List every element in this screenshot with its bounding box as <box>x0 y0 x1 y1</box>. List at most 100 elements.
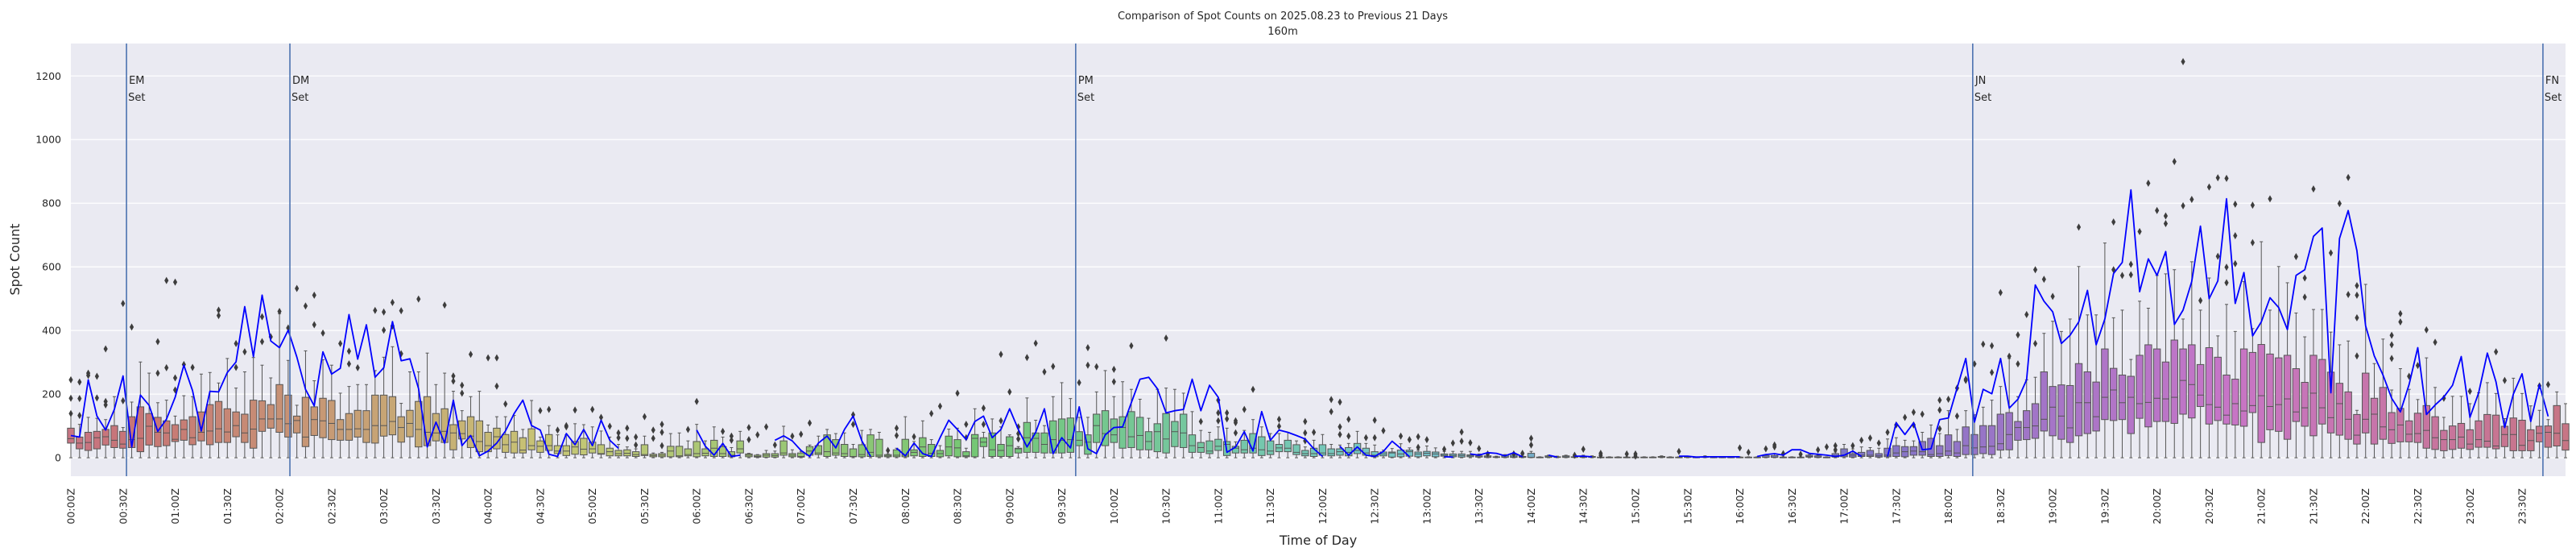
event-label: Set <box>1077 92 1094 104</box>
outlier-point <box>964 421 969 429</box>
box-body <box>1127 411 1135 448</box>
outlier-point <box>1164 334 1168 342</box>
box-body <box>693 441 701 458</box>
outlier-point <box>1372 417 1377 425</box>
outlier-point <box>129 323 134 331</box>
outlier-point <box>1111 365 1116 373</box>
outlier-point <box>451 372 456 380</box>
box-body <box>527 428 535 450</box>
outlier-point <box>1051 363 1056 371</box>
box <box>2074 266 2083 458</box>
x-tick-label: 18:30Z <box>1995 488 2007 525</box>
box <box>1432 447 1440 458</box>
box-body <box>970 433 979 458</box>
y-axis-ticks: 0 200 400 600 800 1000 1200 <box>35 70 61 464</box>
box <box>684 440 693 458</box>
box <box>84 417 93 458</box>
box-body <box>2092 381 2100 432</box>
box-body <box>2049 386 2057 437</box>
box <box>2188 261 2196 458</box>
box-body <box>701 448 709 457</box>
box <box>2283 282 2292 458</box>
box <box>623 446 631 458</box>
box-body <box>267 404 275 429</box>
current-day-line-segment <box>1887 189 2549 457</box>
outlier-point <box>355 363 360 371</box>
outlier-point <box>1276 415 1282 423</box>
box <box>2353 409 2361 458</box>
box <box>2049 321 2057 458</box>
box <box>2196 309 2205 458</box>
box <box>258 364 267 458</box>
box <box>1987 400 1996 458</box>
box-body <box>1979 425 1987 454</box>
box <box>1093 391 1101 458</box>
outlier-point <box>2076 223 2082 231</box>
event-label: DM <box>292 75 309 87</box>
box <box>2309 309 2318 458</box>
box-body <box>1388 451 1396 458</box>
box <box>2144 308 2152 458</box>
current-day-line-segment <box>696 429 741 458</box>
outlier-point <box>894 424 899 432</box>
x-tick-label: 16:00Z <box>1734 488 1746 525</box>
outlier-point <box>2355 291 2359 299</box>
box-body <box>206 404 214 446</box>
box <box>180 395 188 458</box>
box <box>519 429 527 458</box>
box <box>2448 396 2457 458</box>
box-body <box>2161 361 2170 422</box>
box-body <box>2309 355 2318 437</box>
box <box>588 426 597 458</box>
box-body <box>397 416 405 443</box>
outlier-point <box>1338 430 1342 438</box>
box-body <box>849 448 858 458</box>
outlier-point <box>1398 432 1404 440</box>
outlier-point <box>1242 405 1247 413</box>
box-body <box>875 438 883 458</box>
box-body <box>1892 445 1900 458</box>
box <box>1449 450 1458 458</box>
box <box>2222 304 2231 458</box>
box <box>171 415 180 458</box>
box <box>1996 386 2005 458</box>
box <box>2152 275 2161 458</box>
outlier-point <box>1233 419 1238 427</box>
outlier-point <box>660 442 664 450</box>
box <box>1640 456 1648 458</box>
outlier-point <box>937 402 943 410</box>
outlier-point <box>912 433 916 441</box>
box-body <box>1205 440 1214 454</box>
box <box>2518 392 2526 458</box>
outlier-point <box>312 321 316 329</box>
box-body <box>2275 357 2283 432</box>
event-label: Set <box>292 92 308 104</box>
box <box>2031 376 2040 458</box>
outlier-point <box>2189 195 2194 203</box>
current-day-line-segment <box>1574 455 1593 458</box>
outlier-point <box>494 354 499 362</box>
outlier-point <box>763 423 769 431</box>
box-body <box>2405 420 2413 442</box>
outlier-point <box>694 397 699 405</box>
outlier-point <box>373 306 378 314</box>
outlier-point <box>346 347 352 355</box>
box-body <box>2014 421 2022 441</box>
box <box>188 396 196 458</box>
box <box>1292 440 1300 458</box>
outlier-point <box>1329 396 1333 404</box>
box <box>2266 309 2274 458</box>
box-body <box>197 411 205 442</box>
outlier-point <box>2224 279 2229 287</box>
outlier-point <box>1459 428 1464 436</box>
outlier-point <box>1859 436 1864 444</box>
outlier-point <box>1867 434 1873 442</box>
outlier-point <box>1363 433 1368 442</box>
box <box>2509 377 2517 458</box>
outlier-point <box>1937 425 1942 433</box>
outlier-point <box>1216 409 1221 417</box>
box-body <box>275 384 283 433</box>
x-tick-label: 02:00Z <box>274 488 286 525</box>
box <box>2109 317 2118 458</box>
box <box>232 388 240 458</box>
